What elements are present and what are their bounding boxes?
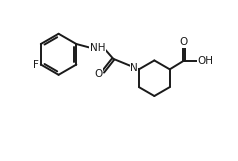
Text: NH: NH: [89, 43, 105, 53]
Text: O: O: [180, 37, 188, 47]
Text: F: F: [33, 60, 39, 70]
Text: O: O: [94, 69, 102, 79]
Text: N: N: [130, 63, 138, 73]
Text: OH: OH: [198, 56, 213, 66]
